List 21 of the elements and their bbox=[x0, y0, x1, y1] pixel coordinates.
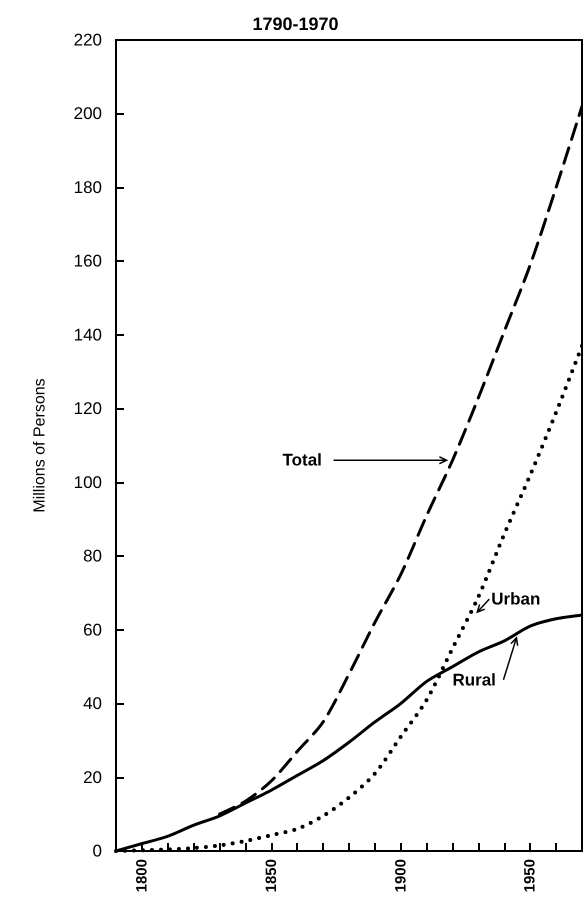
y-tick-label: 80 bbox=[83, 546, 102, 566]
y-tick-label: 0 bbox=[92, 842, 102, 860]
x-tick-label: 1950 bbox=[522, 859, 539, 892]
y-tick-label: 60 bbox=[83, 620, 102, 640]
y-tick-label: 200 bbox=[74, 104, 102, 124]
y-tick-label: 120 bbox=[74, 399, 102, 418]
y-tick-label: 180 bbox=[74, 178, 102, 197]
y-tick-label: 20 bbox=[83, 768, 102, 787]
y-tick-label: 140 bbox=[74, 325, 102, 344]
y-tick-label: 100 bbox=[74, 472, 102, 492]
y-tick-label: 160 bbox=[74, 252, 102, 271]
annotation: Rural bbox=[452, 670, 496, 690]
x-tick-label: 1900 bbox=[392, 859, 410, 892]
annotation: Total bbox=[282, 450, 322, 470]
y-tick-label: 40 bbox=[83, 694, 102, 714]
annotation: Urban bbox=[491, 590, 540, 609]
y-axis-title: Millions of Persons bbox=[32, 378, 48, 513]
x-tick-label: 1800 bbox=[133, 859, 150, 892]
chart-title: 1790-1970 bbox=[252, 14, 339, 34]
y-tick-label: 220 bbox=[74, 30, 102, 50]
x-tick-label: 1850 bbox=[262, 859, 280, 892]
